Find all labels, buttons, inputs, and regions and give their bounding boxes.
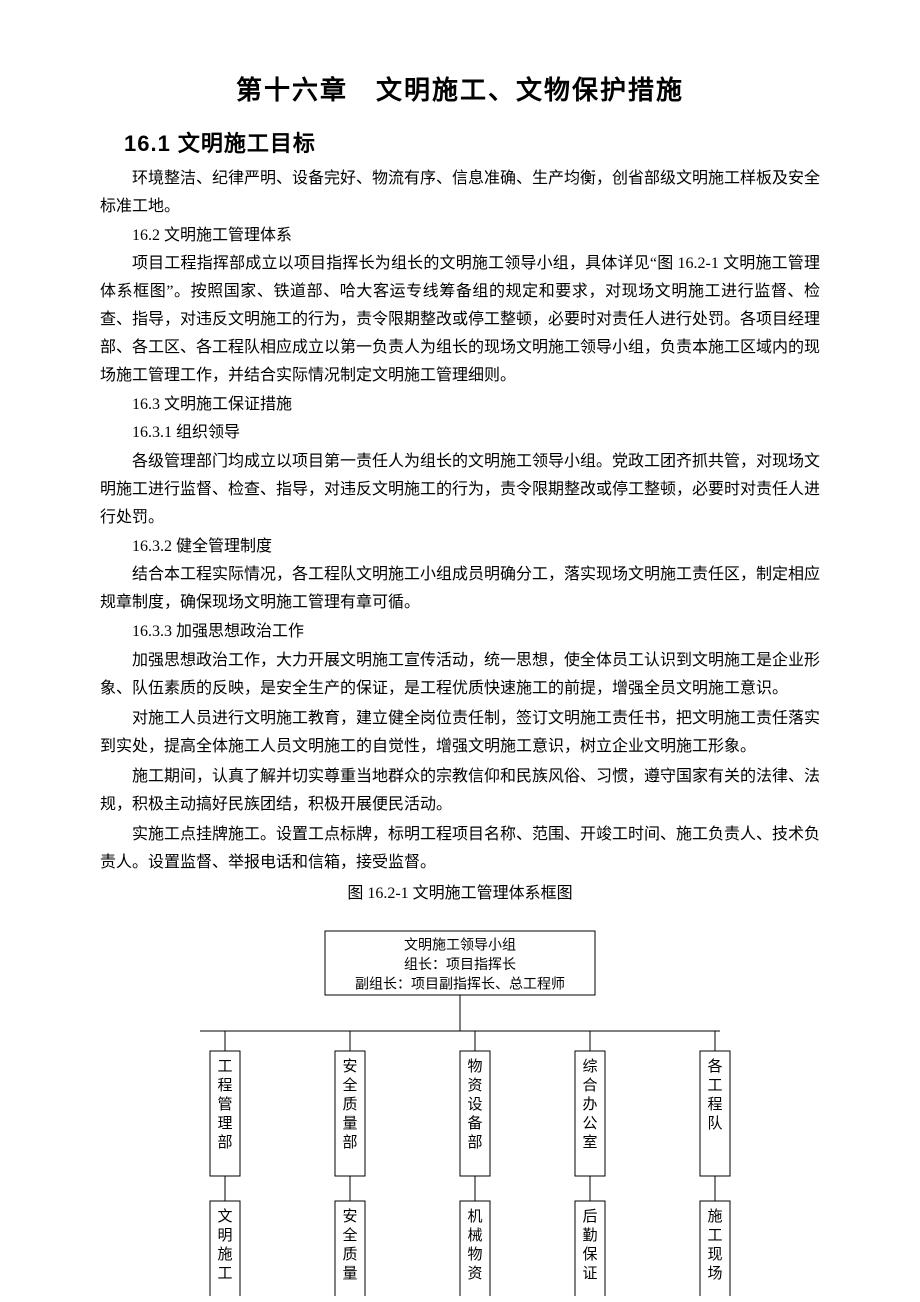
paragraph: 加强思想政治工作，大力开展文明施工宣传活动，统一思想，使全体员工认识到文明施工是…: [100, 647, 820, 703]
paragraph: 施工期间，认真了解并切实尊重当地群众的宗教信仰和民族风俗、习惯，遵守国家有关的法…: [100, 763, 820, 819]
svg-text:后: 后: [582, 1208, 597, 1225]
svg-text:证: 证: [582, 1265, 597, 1282]
svg-text:现: 现: [707, 1247, 722, 1263]
figure-caption: 图 16.2-1 文明施工管理体系框图: [100, 881, 820, 907]
svg-text:物: 物: [467, 1058, 482, 1075]
svg-text:各: 各: [707, 1058, 722, 1075]
svg-text:副组长：项目副指挥长、总工程师: 副组长：项目副指挥长、总工程师: [355, 977, 565, 993]
sub-16-3-1: 16.3.1 组织领导: [100, 420, 820, 446]
sub-16-3-2: 16.3.2 健全管理制度: [100, 534, 820, 560]
chapter-title: 第十六章 文明施工、文物保护措施: [100, 70, 820, 112]
org-chart-svg: 文明施工领导小组组长：项目指挥长副组长：项目副指挥长、总工程师工程管理部安全质量…: [160, 926, 760, 1296]
svg-text:文明施工领导小组: 文明施工领导小组: [404, 938, 516, 954]
paragraph: 结合本工程实际情况，各工程队文明施工小组成员明确分工，落实现场文明施工责任区，制…: [100, 561, 820, 617]
paragraph: 项目工程指挥部成立以项目指挥长为组长的文明施工领导小组，具体详见“图 16.2-…: [100, 250, 820, 390]
svg-text:文: 文: [217, 1208, 232, 1225]
svg-text:设: 设: [467, 1096, 482, 1113]
svg-text:安: 安: [342, 1058, 357, 1075]
svg-text:施: 施: [707, 1208, 722, 1225]
svg-text:队: 队: [707, 1115, 722, 1132]
svg-text:办: 办: [582, 1096, 597, 1113]
svg-text:资: 资: [467, 1077, 482, 1094]
svg-text:室: 室: [582, 1134, 597, 1151]
svg-text:工: 工: [707, 1228, 722, 1244]
svg-text:保: 保: [582, 1246, 597, 1263]
svg-text:质: 质: [342, 1096, 357, 1113]
svg-text:量: 量: [342, 1266, 357, 1282]
svg-text:施: 施: [217, 1246, 232, 1263]
svg-text:备: 备: [467, 1115, 482, 1132]
svg-text:组长：项目指挥长: 组长：项目指挥长: [404, 957, 516, 973]
svg-text:部: 部: [342, 1134, 357, 1151]
svg-text:综: 综: [582, 1058, 597, 1075]
svg-text:全: 全: [342, 1226, 357, 1244]
svg-text:工: 工: [707, 1078, 722, 1094]
svg-text:公: 公: [582, 1116, 597, 1132]
paragraph: 实施工点挂牌施工。设置工点标牌，标明工程项目名称、范围、开竣工时间、施工负责人、…: [100, 821, 820, 877]
paragraph: 各级管理部门均成立以项目第一责任人为组长的文明施工领导小组。党政工团齐抓共管，对…: [100, 448, 820, 532]
sub-16-3: 16.3 文明施工保证措施: [100, 392, 820, 418]
svg-text:程: 程: [217, 1077, 232, 1094]
svg-text:部: 部: [467, 1134, 482, 1151]
svg-text:合: 合: [582, 1077, 597, 1094]
svg-text:部: 部: [217, 1134, 232, 1151]
svg-text:机: 机: [467, 1208, 482, 1225]
svg-text:管: 管: [217, 1096, 232, 1113]
svg-text:械: 械: [467, 1227, 482, 1244]
svg-text:物: 物: [467, 1246, 482, 1263]
org-chart-diagram: 文明施工领导小组组长：项目指挥长副组长：项目副指挥长、总工程师工程管理部安全质量…: [100, 926, 820, 1296]
svg-text:工: 工: [217, 1266, 232, 1282]
paragraph: 环境整洁、纪律严明、设备完好、物流有序、信息准确、生产均衡，创省部级文明施工样板…: [100, 165, 820, 221]
svg-text:场: 场: [707, 1265, 722, 1282]
svg-text:程: 程: [707, 1096, 722, 1113]
svg-text:质: 质: [342, 1246, 357, 1263]
section-16-1-title: 16.1 文明施工目标: [124, 126, 820, 161]
svg-text:量: 量: [342, 1116, 357, 1132]
svg-text:全: 全: [342, 1076, 357, 1094]
svg-text:工: 工: [217, 1059, 232, 1075]
paragraph: 对施工人员进行文明施工教育，建立健全岗位责任制，签订文明施工责任书，把文明施工责…: [100, 705, 820, 761]
svg-text:安: 安: [342, 1208, 357, 1225]
svg-text:勤: 勤: [582, 1227, 597, 1244]
svg-text:资: 资: [467, 1265, 482, 1282]
svg-text:理: 理: [217, 1116, 232, 1132]
svg-text:明: 明: [217, 1227, 232, 1244]
sub-16-3-3: 16.3.3 加强思想政治工作: [100, 619, 820, 645]
sub-16-2: 16.2 文明施工管理体系: [100, 223, 820, 249]
